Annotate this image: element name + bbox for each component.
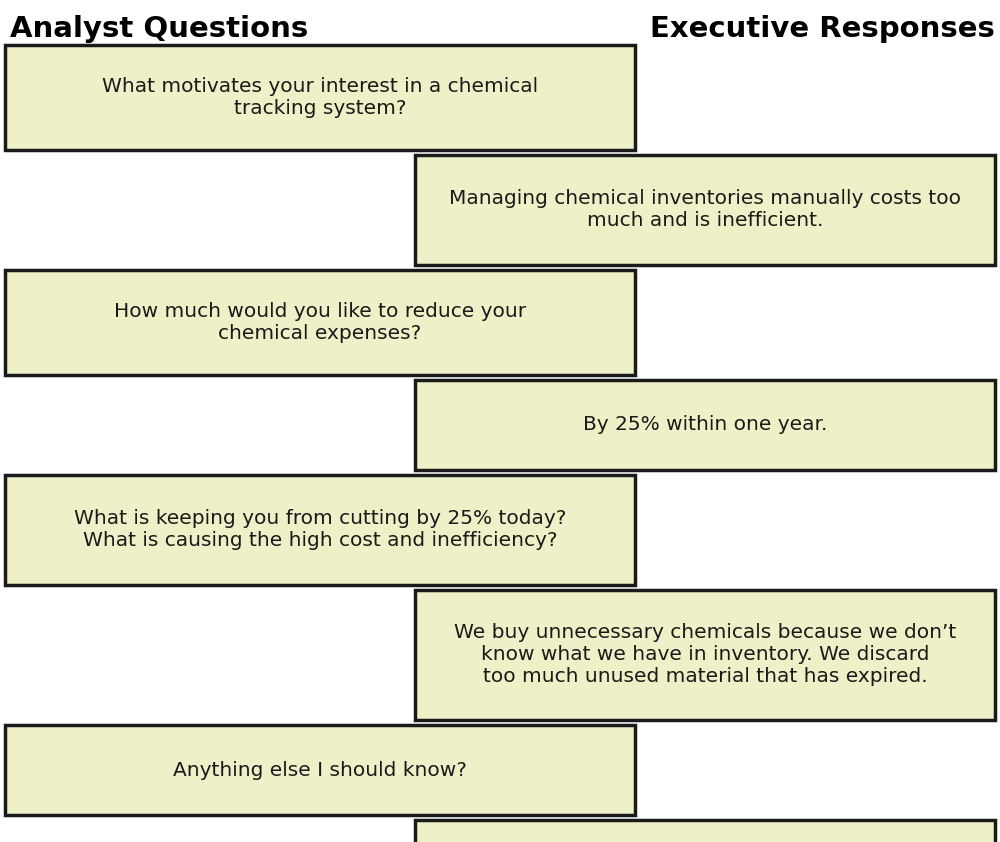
Bar [415, 155, 995, 265]
Bar [5, 725, 635, 815]
Text: By 25% within one year.: By 25% within one year. [583, 415, 827, 434]
Text: Analyst Questions: Analyst Questions [10, 15, 308, 43]
Text: Executive Responses: Executive Responses [650, 15, 995, 43]
Text: Managing chemical inventories manually costs too
much and is inefficient.: Managing chemical inventories manually c… [449, 189, 961, 231]
Bar [5, 45, 635, 150]
Bar [5, 270, 635, 375]
Text: Anything else I should know?: Anything else I should know? [173, 760, 467, 780]
Bar [5, 475, 635, 585]
Bar [415, 590, 995, 720]
Text: How much would you like to reduce your
chemical expenses?: How much would you like to reduce your c… [114, 302, 526, 343]
Text: What is keeping you from cutting by 25% today?
What is causing the high cost and: What is keeping you from cutting by 25% … [74, 509, 566, 551]
Text: We buy unnecessary chemicals because we don’t
know what we have in inventory. We: We buy unnecessary chemicals because we … [454, 623, 956, 686]
Text: What motivates your interest in a chemical
tracking system?: What motivates your interest in a chemic… [102, 77, 538, 118]
Bar [415, 820, 995, 842]
Bar [415, 380, 995, 470]
